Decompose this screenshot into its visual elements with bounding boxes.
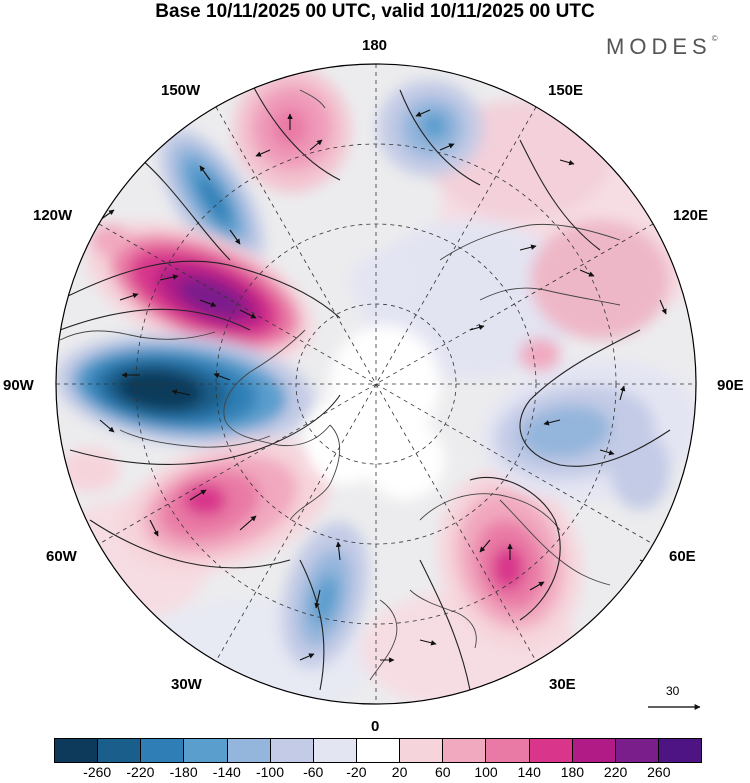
anomaly-layer: [56, 68, 696, 669]
map-boundary: [55, 63, 697, 705]
brand-name: MODES: [606, 34, 712, 59]
colorbar-tick-label: -260: [83, 764, 112, 780]
colorbar-swatch: [184, 739, 228, 762]
lon-label-150w: 150W: [161, 82, 201, 99]
colorbar-swatch: [141, 739, 185, 762]
colorbar: [54, 738, 702, 763]
colorbar-tick-label: -220: [126, 764, 155, 780]
colorbar-swatch: [400, 739, 444, 762]
wind-vectors: [99, 109, 667, 663]
colorbar-tick-label: -140: [212, 764, 241, 780]
colorbar-swatch: [227, 739, 271, 762]
polar-cap: [305, 325, 445, 500]
colorbar-swatch: [443, 739, 487, 762]
lon-label-120e: 120E: [673, 207, 709, 224]
colorbar-tick-label: 20: [391, 764, 408, 780]
lon-label-60e: 60E: [669, 548, 696, 565]
colorbar-tick-label: -20: [346, 764, 367, 780]
colorbar-swatch: [658, 739, 702, 762]
lon-label-180: 180: [362, 37, 388, 54]
colorbar-tick-label: 140: [517, 764, 541, 780]
colorbar-swatch: [55, 739, 99, 762]
colorbar-tick-label: 180: [560, 764, 585, 780]
brand-logo: MODES©: [606, 34, 718, 60]
colorbar-swatch: [270, 739, 314, 762]
colorbar-swatch: [313, 739, 357, 762]
brand-mark: ©: [711, 34, 718, 43]
colorbar-tick-label: 60: [435, 764, 451, 780]
colorbar-swatch: [529, 739, 573, 762]
lon-label-90e: 90E: [717, 377, 744, 394]
lon-label-150e: 150E: [548, 82, 584, 99]
colorbar-swatch: [98, 739, 142, 762]
height-contours: [59, 79, 671, 691]
colorbar-swatch: [486, 739, 530, 762]
colorbar-swatch: [615, 739, 659, 762]
lon-label-120w: 120W: [33, 207, 73, 224]
map-title: Base 10/11/2025 00 UTC, valid 10/11/2025…: [155, 1, 595, 22]
colorbar-swatch: [356, 739, 401, 762]
graticule: [56, 64, 696, 704]
colorbar-tick-label: -180: [169, 764, 198, 780]
colorbar-tick-label: -100: [255, 764, 285, 780]
colorbar-tick-label: 220: [603, 764, 628, 780]
lon-label-90w: 90W: [3, 377, 34, 394]
colorbar-tick-label: 260: [647, 764, 671, 780]
colorbar-tick-label: -60: [303, 764, 324, 780]
reference-vector-value: 30: [666, 684, 680, 698]
colorbar-tick-label: 100: [474, 764, 498, 780]
colorbar-swatch: [572, 739, 616, 762]
map-disk: [56, 64, 696, 704]
lon-label-30e: 30E: [549, 676, 576, 693]
lon-label-60w: 60W: [46, 548, 77, 565]
lon-label-0: 0: [371, 718, 380, 735]
lon-label-30w: 30W: [171, 676, 202, 693]
